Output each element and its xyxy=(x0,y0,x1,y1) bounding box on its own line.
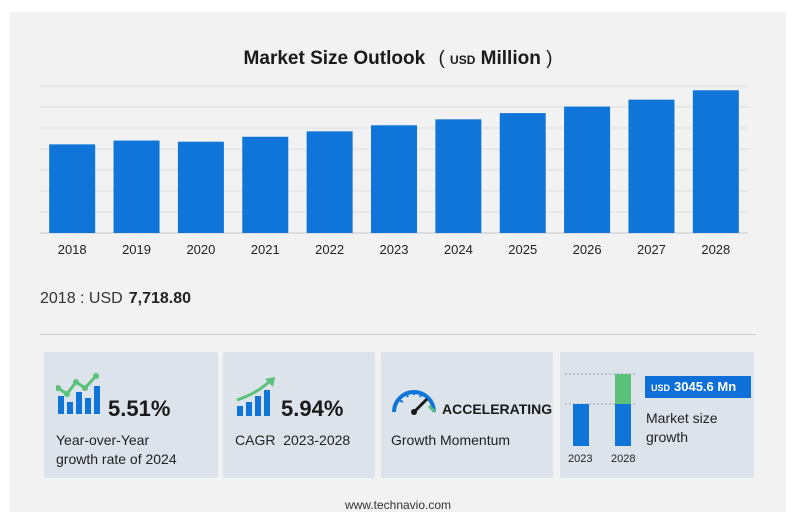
bar-2020 xyxy=(177,141,224,233)
bar-2023 xyxy=(371,125,417,233)
card-yoy: 5.51% Year-over-Year growth rate of 2024 xyxy=(44,352,218,478)
bar-2021 xyxy=(242,136,289,233)
bar-2018 xyxy=(49,144,96,233)
bar-2019 xyxy=(113,140,160,233)
bar-2027 xyxy=(628,99,675,233)
x-tick-label-2022: 2022 xyxy=(315,242,344,257)
cagr-value: 5.94% xyxy=(281,396,344,421)
x-tick-label-2024: 2024 xyxy=(444,242,473,257)
card-cagr: 5.94% CAGR 2023-2028 xyxy=(223,352,375,478)
chart-unit-usd: USD xyxy=(450,53,476,67)
x-tick-label-2018: 2018 xyxy=(58,242,87,257)
source-footer: www.technavio.com xyxy=(344,498,452,512)
base-year-value: 2018 : USD 7,718.80 xyxy=(40,290,191,308)
momentum-value: ACCELERATING xyxy=(442,401,553,417)
bar-2025 xyxy=(499,113,546,233)
x-tick-label-2027: 2027 xyxy=(637,242,666,257)
chart-unit: ( USD Million ) xyxy=(438,48,553,69)
growth-label-line1: Market size xyxy=(646,410,718,426)
bar-2026 xyxy=(564,106,611,233)
growth-badge-unit: USD xyxy=(651,383,671,393)
growth-label: Market size growth xyxy=(646,409,718,447)
x-tick-label-2026: 2026 xyxy=(573,242,602,257)
divider xyxy=(40,334,756,335)
x-tick-label-2025: 2025 xyxy=(508,242,537,257)
yoy-value: 5.51% xyxy=(108,396,171,421)
bar-2022 xyxy=(306,131,353,233)
chart-title: Market Size Outlook ( USD Million ) xyxy=(0,48,796,70)
chart-title-text: Market Size Outlook xyxy=(243,48,426,69)
bar-2028 xyxy=(692,90,739,233)
card-growth xyxy=(560,352,754,478)
yoy-label-line2: growth rate of 2024 xyxy=(56,451,177,467)
x-tick-label-2020: 2020 xyxy=(186,242,215,257)
growth-year-end: 2028 xyxy=(611,453,636,465)
growth-label-line2: growth xyxy=(646,429,689,445)
card-momentum: ACCELERATING Growth Momentum xyxy=(381,352,553,478)
bar-2024 xyxy=(435,119,482,233)
bar-chart-trend-icon xyxy=(56,373,100,414)
speedometer-icon xyxy=(392,390,437,415)
yoy-label-line1: Year-over-Year xyxy=(56,432,150,448)
growth-badge: USD 3045.6 Mn xyxy=(645,376,751,398)
base-year-amount: 7,718.80 xyxy=(128,290,191,307)
x-tick-label-2028: 2028 xyxy=(701,242,730,257)
x-tick-label-2021: 2021 xyxy=(251,242,280,257)
growth-year-start: 2023 xyxy=(568,453,593,465)
x-tick-label-2023: 2023 xyxy=(380,242,409,257)
growth-mini-chart xyxy=(565,373,637,446)
x-tick-label-2019: 2019 xyxy=(122,242,151,257)
cagr-label: CAGR 2023-2028 xyxy=(235,432,351,448)
market-size-bar-chart: 2018 2019 2020 2021 2022 2023 2024 2025 2026 2027… xyxy=(40,85,748,257)
chart-unit-name: Million xyxy=(480,48,541,69)
bar-chart-arrow-icon xyxy=(236,377,275,416)
momentum-label: Growth Momentum xyxy=(391,432,511,448)
growth-badge-value: 3045.6 Mn xyxy=(674,379,737,394)
base-year-label: 2018 : USD xyxy=(40,290,123,307)
